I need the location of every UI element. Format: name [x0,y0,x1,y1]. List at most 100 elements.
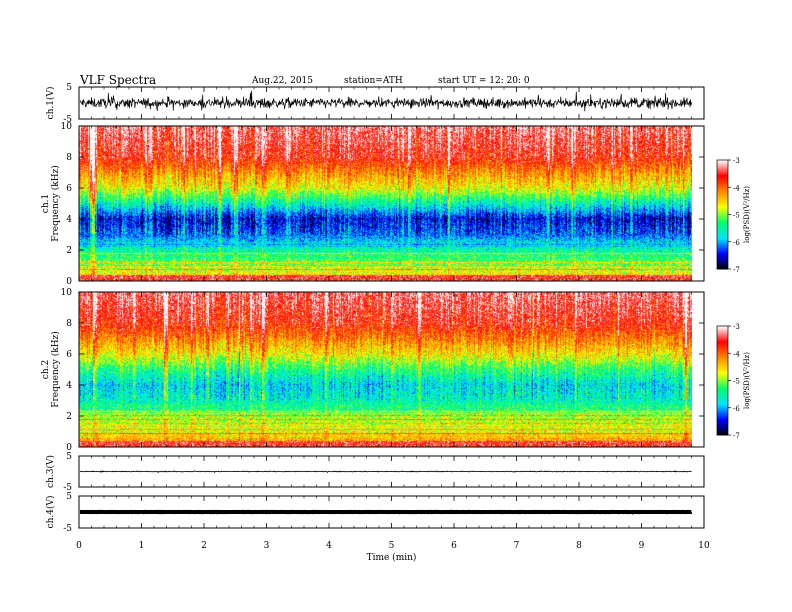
colorbar-swatch [717,201,728,205]
colorbar-swatch [717,407,728,411]
colorbar-swatch [717,256,728,259]
y-axis-label: ch.3(V) [45,455,56,488]
y-tick-label: 6 [66,184,72,194]
colorbar-swatch [717,326,728,329]
colorbar-swatch [717,265,728,268]
colorbar-swatch [717,431,728,434]
x-axis-label: Time (min) [367,552,417,563]
colorbar-swatch [717,425,728,429]
colorbar-swatch [717,221,728,225]
spectrogram-ch1-spectrogram [79,126,704,281]
colorbar-swatch [717,373,728,376]
y-axis-label: ch.1(V) [45,87,56,120]
spectrogram-image [79,126,692,281]
colorbar-swatch [717,391,728,394]
colorbar-swatch [717,199,728,203]
y-tick-label: -5 [63,483,72,493]
colorbar-swatch [717,369,728,372]
spectrogram-ch2-spectrogram [79,292,704,447]
colorbar-swatch [717,223,728,226]
x-tick-label: 4 [326,541,332,551]
colorbar-swatch [717,396,728,400]
spectrogram-image [79,292,692,447]
colorbar-swatch [717,229,728,232]
y-axis-label-text: ch.4(V) [45,496,56,529]
colorbar-swatch [717,165,728,168]
colorbar-swatch [717,170,728,174]
y-tick-label: 0 [66,277,72,287]
figure-title: VLF Spectra [80,73,157,87]
colorbar-swatch [717,163,728,166]
colorbar-swatch [717,351,728,354]
colorbar-swatch [717,176,728,179]
colorbar-swatch [717,404,728,407]
colorbar-swatch [717,427,728,431]
colorbar-swatch [717,355,728,358]
colorbar-swatch [717,241,728,245]
colorbar-swatch [717,345,728,349]
colorbar-swatch [717,187,728,190]
colorbar-swatch [717,218,728,221]
x-axis: 0 1 2 3 4 5 6 7 8 9 10 Time (min) [76,541,710,563]
colorbar-tick-label: -4 [733,350,740,358]
colorbar-tick-label: -4 [733,184,740,192]
colorbar-swatch [717,167,728,170]
colorbar-label-text: log(PSD)(V²/Hz) [743,352,751,409]
ch4-waveform [80,509,693,515]
colorbar-swatch [717,245,728,248]
ch3-waveform [79,470,692,474]
colorbar-swatch [717,263,728,266]
colorbar-swatch [717,387,728,391]
colorbar-swatch [717,258,728,261]
x-tick-label: 10 [698,541,710,551]
colorbar-swatch [717,367,728,371]
colorbar-swatch [717,331,728,334]
colorbar-swatch [717,420,728,423]
y-ticks: 0 2 4 6 8 10 [61,288,704,453]
colorbar-swatch [717,385,728,389]
y-tick-label: 5 [66,83,72,93]
colorbar-swatch [717,415,728,418]
colorbar-swatch [717,192,728,196]
colorbar-swatch [717,198,728,201]
y-axis-label-text: ch.1 [41,194,51,213]
y-tick-label: 2 [66,246,72,256]
start-time-label: start UT = 12: 20: 0 [438,76,530,86]
colorbar-label: log(PSD)(V²/Hz) [743,186,751,243]
colorbar-swatch [717,169,728,172]
colorbar-swatch [717,356,728,360]
ch1-waveform [79,90,692,112]
colorbar-swatch [717,416,728,420]
colorbar-swatch [717,384,728,387]
y-axis-label: ch.1 Frequency (kHz) [41,165,61,242]
y-tick-label: 8 [66,319,72,329]
colorbar-swatch [717,335,728,338]
colorbar-swatch [717,205,728,208]
x-ticks [78,292,705,447]
colorbar-swatch [717,336,728,340]
colorbar-swatch [717,172,728,176]
colorbar-tick-label: -3 [733,157,740,165]
colorbar-swatch [717,371,728,374]
colorbar-swatch [717,161,728,165]
x-tick-label: 3 [264,541,270,551]
y-tick-label: -5 [63,524,72,534]
colorbar-swatch [717,362,728,365]
colorbar-swatch [717,382,728,385]
colorbar-swatch [717,380,728,383]
x-ticks [78,87,705,119]
colorbar-swatch [717,344,728,347]
colorbar-swatch [717,333,728,336]
x-tick-label: 1 [139,541,145,551]
colorbar-swatch [717,249,728,252]
colorbar-swatch [717,189,728,192]
colorbar-swatch [717,360,728,363]
y-tick-label: 4 [66,215,72,225]
y-tick-label: 8 [66,153,72,163]
colorbar-swatch [717,329,728,332]
colorbar-swatch [717,225,728,228]
colorbar-tick-label: -6 [733,239,740,247]
colorbar-swatch [717,194,728,197]
